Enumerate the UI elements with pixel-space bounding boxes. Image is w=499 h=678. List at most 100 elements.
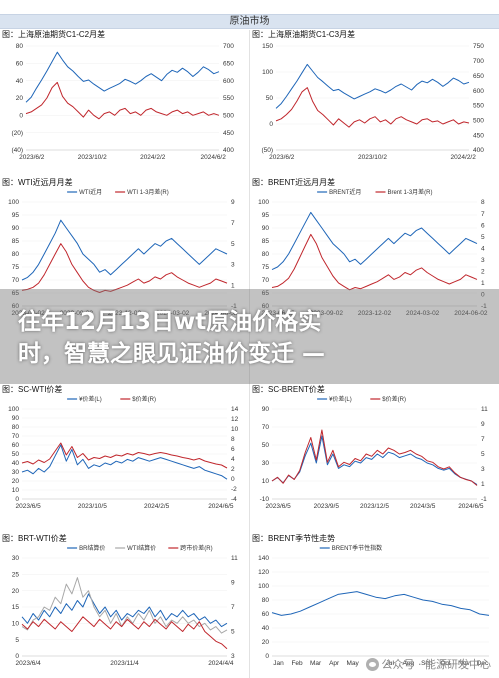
y-right-tick-label: 450	[223, 130, 234, 137]
y-left-tick-label: 10	[12, 621, 20, 628]
chart-panel-sc-brent: 图：SC-BRENT价差 90 70 50 30 10 -10 11 9 7 5 3 1 -1 2023/…	[250, 385, 499, 525]
y-right-tick-label: 8	[481, 199, 485, 206]
x-tick-label: 2023/9/5	[314, 503, 340, 510]
x-tick-label: 2023/12/5	[360, 503, 389, 510]
y-right-tick-label: -1	[481, 496, 487, 503]
y-left-tick-label: 15	[12, 604, 20, 611]
legend-label: 跨市价差(R)	[180, 544, 212, 552]
x-tick-label: Apr	[329, 660, 340, 667]
chart-title: 图：BRENT近远月月差	[252, 178, 336, 187]
series-line	[275, 63, 470, 109]
y-left-tick-label: 100	[262, 69, 273, 76]
y-right-tick-label: 3	[231, 653, 235, 660]
y-left-tick-label: 150	[262, 43, 273, 50]
series-line	[21, 593, 228, 628]
x-tick-label: 2023/6/2	[269, 154, 295, 161]
y-left-tick-label: 20	[12, 478, 20, 485]
x-tick-label: 2024-03-02	[156, 310, 190, 317]
series-line	[21, 616, 228, 650]
chart-svg: 90 70 50 30 10 -10 11 9 7 5 3 1 -1 2023/6/5 2023/9/5 20…	[260, 395, 489, 510]
series-line	[21, 243, 228, 293]
chart-panel-brt-wti: 图：BRT-WTI价差 30 25 20 15 10 5 0 11 9 7 5 3 2023/6/4 20…	[0, 534, 249, 678]
y-left-tick-label: 50	[262, 442, 270, 449]
y-right-tick-label: 400	[223, 147, 234, 154]
y-right-tick-label: -1	[231, 303, 237, 310]
chart-title: 图：上海原油期货C1-C3月差	[252, 30, 356, 39]
x-tick-label: 2024-06-02	[454, 310, 488, 317]
series-line	[271, 435, 478, 486]
y-left-tick-label: (50)	[261, 147, 273, 154]
x-tick-label: Dec	[477, 660, 489, 667]
y-left-tick-label: (20)	[11, 130, 23, 137]
y-right-tick-label: 1	[231, 282, 235, 289]
y-left-tick-label: 80	[12, 424, 20, 431]
y-right-tick-label: 6	[231, 446, 235, 453]
y-right-tick-label: 700	[223, 43, 234, 50]
y-left-tick-label: 65	[12, 290, 20, 297]
x-tick-label: 2023/6/4	[15, 660, 41, 667]
chart-svg: 100908070605040302010014121086420-2-4202…	[8, 395, 239, 510]
y-left-tick-label: 65	[262, 290, 270, 297]
series-line	[25, 51, 220, 103]
y-left-tick-label: 100	[8, 406, 19, 413]
legend-label: Brent 1-3月差(R)	[388, 188, 433, 196]
x-tick-label: 2023-09-02	[60, 310, 94, 317]
series-line	[21, 219, 228, 281]
x-tick-label: 2024/3/5	[410, 503, 436, 510]
y-right-tick-label: 9	[481, 421, 485, 428]
y-right-tick-label: 9	[231, 199, 235, 206]
y-left-tick-label: 60	[12, 303, 20, 310]
y-left-tick-label: 10	[262, 478, 270, 485]
y-left-tick-label: 140	[258, 555, 269, 562]
series-line	[271, 591, 490, 616]
legend-label: WTI近月	[79, 188, 102, 196]
series-line	[21, 577, 228, 634]
x-tick-label: 2023/6/5	[15, 503, 41, 510]
y-left-tick-label: (40)	[11, 147, 23, 154]
y-left-tick-label: 30	[262, 460, 270, 467]
y-left-tick-label: 0	[15, 653, 19, 660]
chart-title: 图：BRENT季节性走势	[252, 534, 336, 543]
y-left-tick-label: 20	[12, 588, 20, 595]
y-left-tick-label: 70	[12, 277, 20, 284]
y-right-tick-label: 750	[473, 43, 484, 50]
x-tick-label: 2023/10/2	[358, 154, 387, 161]
y-left-tick-label: 70	[262, 277, 270, 284]
y-right-tick-label: 10	[231, 426, 239, 433]
y-right-tick-label: 5	[481, 451, 485, 458]
y-right-tick-label: 550	[223, 95, 234, 102]
y-left-tick-label: 40	[262, 625, 270, 632]
y-right-tick-label: 600	[223, 78, 234, 85]
y-left-tick-label: 90	[12, 225, 20, 232]
legend-label: $价差(R)	[382, 395, 406, 403]
x-tick-label: 2023/10/5	[78, 503, 107, 510]
y-right-tick-label: 650	[473, 73, 484, 80]
y-right-tick-label: 11	[231, 555, 238, 562]
x-tick-label: 2023-09-02	[310, 310, 344, 317]
y-right-tick-label: 2	[481, 269, 485, 276]
y-right-tick-label: -4	[231, 496, 237, 503]
chart-title: 图：SC-BRENT价差	[252, 385, 325, 394]
y-left-tick-label: 100	[258, 199, 269, 206]
x-tick-label: Mar	[310, 660, 322, 667]
y-left-tick-label: 75	[262, 264, 270, 271]
y-right-tick-label: 5	[231, 629, 235, 636]
y-left-tick-label: 50	[266, 95, 274, 102]
wechat-icon	[365, 657, 379, 671]
legend-label: BR结算价	[79, 544, 105, 552]
x-tick-label: 2024/2/5	[144, 503, 170, 510]
y-left-tick-label: 90	[262, 225, 270, 232]
x-tick-label: 2023/10/2	[78, 154, 107, 161]
y-left-tick-label: 85	[12, 238, 20, 245]
x-tick-label: Sep	[421, 660, 433, 667]
page-title: 原油市场	[229, 16, 270, 27]
y-left-tick-label: 80	[262, 251, 270, 258]
chart-panel-brent-seasonal: 图：BRENT季节性走势 140 120 100 80 60 40 20 0 Jan Feb Mar…	[250, 534, 499, 678]
y-left-tick-label: 30	[12, 555, 20, 562]
y-left-tick-label: 50	[12, 451, 20, 458]
y-left-tick-label: 60	[262, 611, 270, 618]
y-right-tick-label: 550	[473, 103, 484, 110]
series-line	[271, 233, 478, 291]
